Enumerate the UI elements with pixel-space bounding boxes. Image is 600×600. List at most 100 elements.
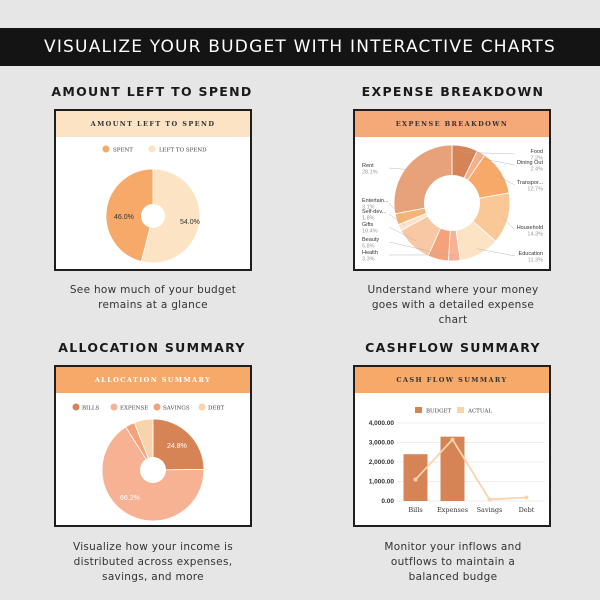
legend-swatch-bills	[72, 403, 80, 411]
legend-swatch-savings	[153, 403, 161, 411]
slice-pct-beauty: 5.8%	[362, 244, 375, 250]
caption-line: remains at a glance	[98, 299, 208, 311]
section-title-allocation: ALLOCATION SUMMARY	[58, 340, 246, 355]
caption-line: goes with a detailed expense	[371, 299, 535, 311]
bar-budget-expenses[interactable]	[440, 436, 465, 501]
caption-line: savings, and more	[102, 571, 204, 583]
y-tick-label: 2,000.00	[369, 459, 395, 466]
card-allocation[interactable]: ALLOCATION SUMMARY BILLS EXPENSE SAVINGS DE…	[54, 365, 252, 527]
point-actual-savings[interactable]	[487, 497, 492, 502]
pie-slice-bills[interactable]	[152, 418, 205, 471]
title-banner: VISUALIZE YOUR BUDGET WITH INTERACTIVE C…	[0, 28, 600, 66]
slice-name-self-dev: Self-dev...	[362, 209, 387, 215]
caption-amount-left: See how much of your budget remains at a…	[40, 283, 266, 313]
y-tick-label: 1,000.00	[369, 479, 395, 486]
slice-name-gifts: Gifts	[362, 222, 374, 228]
section-title-expense-breakdown: EXPENSE BREAKDOWN	[361, 84, 545, 99]
line-actual[interactable]	[414, 438, 527, 501]
cashflow-chart[interactable]: BUDGET ACTUAL 0.00 1,000.00 2,000.00 3,000.0…	[355, 393, 549, 525]
slice-label-expense: 66.2%	[120, 495, 140, 502]
leader-line-entertain	[388, 202, 403, 218]
amount-left-chart[interactable]: SPENT LEFT TO SPEND 46.0% 54.0%	[56, 137, 250, 269]
slice-pct-food: 7.2%	[530, 156, 543, 162]
leader-line-household	[501, 216, 516, 231]
pie-slice-debt[interactable]	[133, 418, 154, 471]
point-actual-expenses[interactable]	[450, 437, 455, 442]
pie-slice-left-to-spend[interactable]	[140, 168, 201, 264]
card-header-amount-left: AMOUNT LEFT TO SPEND	[56, 111, 250, 137]
caption-allocation: Visualize how your income is distributed…	[40, 540, 266, 585]
slice-pct-dining-out: 2.4%	[530, 167, 543, 173]
legend-swatch-left-to-spend	[148, 145, 156, 153]
leader-line-transpor	[495, 174, 516, 186]
slice-name-dining-out: Dining Out	[517, 160, 543, 166]
leader-line-gifts	[388, 226, 417, 242]
caption-expense-breakdown: Understand where your money goes with a …	[340, 283, 566, 328]
leader-line-self-dev	[388, 213, 406, 226]
donut-hole	[424, 175, 480, 231]
x-tick-label-debt: Debt	[519, 506, 535, 514]
slice-pct-education: 11.3%	[528, 258, 543, 264]
legend-spent: SPENT	[102, 145, 133, 154]
card-expense-breakdown[interactable]: EXPENSE BREAKDOWN Food 7.2% Dining Out 2.4%…	[353, 109, 551, 271]
pie-slice-spent[interactable]	[105, 168, 154, 263]
legend-left-to-spend: LEFT TO SPEND	[148, 145, 207, 154]
legend-label-actual: ACTUAL	[467, 409, 492, 415]
card-header-cashflow: CASH FLOW SUMMARY	[355, 367, 549, 393]
slice-name-rent: Rent	[362, 163, 374, 169]
caption-line: Monitor your inflows and	[384, 541, 522, 553]
leader-line-beauty	[388, 241, 440, 254]
slice-name-beauty: Beauty	[362, 237, 379, 243]
slice-pct-entertain: 3.1%	[362, 205, 375, 211]
slice-pct-self-dev: 1.8%	[362, 216, 375, 222]
legend-swatch-budget	[415, 407, 422, 413]
card-amount-left[interactable]: AMOUNT LEFT TO SPEND SPENT LEFT TO SPEND…	[54, 109, 252, 271]
donut-hole	[140, 457, 166, 483]
legend-label-bills: BILLS	[82, 406, 100, 412]
leader-line-dining-out	[478, 157, 516, 166]
slice-label-bills: 24.8%	[167, 443, 187, 450]
slice-name-food: Food	[530, 149, 543, 155]
x-tick-label-savings: Savings	[477, 506, 503, 514]
card-header-allocation: ALLOCATION SUMMARY	[56, 367, 250, 393]
legend-swatch-spent	[102, 145, 110, 153]
y-tick-label: 4,000.00	[369, 420, 395, 427]
section-title-amount-left: AMOUNT LEFT TO SPEND	[51, 84, 253, 99]
donut-hole	[141, 204, 165, 228]
y-tick-label: 0.00	[381, 498, 394, 505]
slice-name-transpor: Transpor...	[517, 180, 544, 186]
legend-label-expense: EXPENSE	[120, 406, 148, 412]
slice-pct-rent: 28.1%	[362, 170, 378, 176]
x-tick-label-bills: Bills	[408, 506, 422, 514]
allocation-chart[interactable]: BILLS EXPENSE SAVINGS DEBT 24.8% 66.2%	[56, 393, 250, 525]
legend-swatch-debt	[198, 403, 206, 411]
leader-line-rent	[388, 167, 412, 171]
legend-label-spent: SPENT	[113, 148, 133, 154]
legend-swatch-expense	[110, 403, 118, 411]
x-tick-label-expenses: Expenses	[437, 506, 468, 514]
caption-line: Understand where your money	[367, 284, 539, 296]
caption-line: outflows to maintain a	[390, 556, 516, 568]
caption-line: Visualize how your income is	[72, 541, 234, 553]
point-actual-bills[interactable]	[413, 477, 418, 482]
leader-line-education	[476, 248, 516, 257]
caption-line: See how much of your budget	[69, 284, 237, 296]
slice-name-health: Health	[362, 250, 378, 256]
point-actual-debt[interactable]	[524, 495, 529, 500]
caption-line: balanced budge	[408, 571, 498, 583]
card-cashflow[interactable]: CASH FLOW SUMMARY BUDGET ACTUAL 0.00 1,000…	[353, 365, 551, 527]
legend-label-left-to-spend: LEFT TO SPEND	[159, 148, 207, 154]
card-header-expense-breakdown: EXPENSE BREAKDOWN	[355, 111, 549, 137]
legend-swatch-actual	[457, 407, 464, 413]
slice-label-spent: 46.0%	[114, 214, 134, 221]
banner-title: VISUALIZE YOUR BUDGET WITH INTERACTIVE C…	[44, 37, 556, 57]
slice-label-left-to-spend: 54.0%	[180, 219, 200, 226]
slice-name-entertain: Entertain...	[362, 198, 389, 204]
caption-line: distributed across expenses,	[73, 556, 233, 568]
slice-pct-health: 3.3%	[362, 257, 375, 263]
slice-name-education: Education	[519, 251, 543, 257]
legend-label-budget: BUDGET	[426, 409, 451, 415]
caption-cashflow: Monitor your inflows and outflows to mai…	[340, 540, 566, 585]
caption-line: chart	[438, 314, 468, 326]
